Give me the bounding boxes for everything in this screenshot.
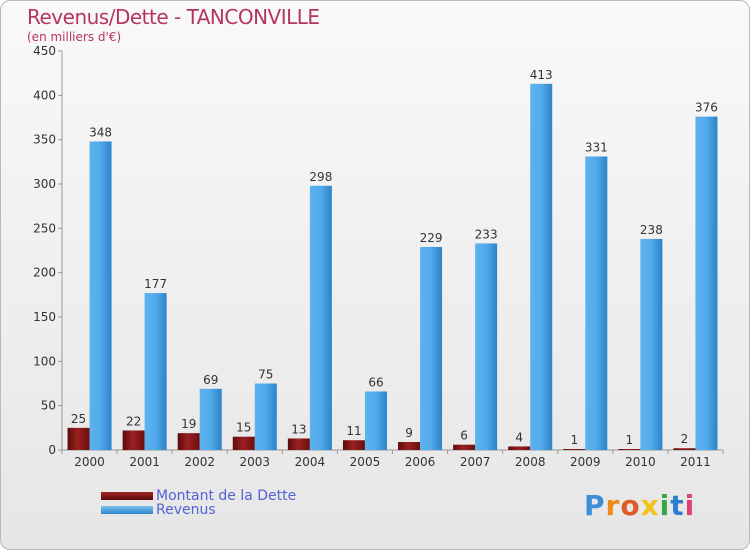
data-label-dette: 4 [515, 430, 523, 444]
y-tick-label: 0 [48, 443, 56, 457]
x-tick-label: 2007 [460, 455, 491, 469]
logo-letter: i [659, 489, 671, 522]
data-label-dette: 2 [681, 432, 689, 446]
proxiti-logo: Proxiti [584, 489, 695, 522]
data-label-dette: 9 [405, 426, 413, 440]
data-label-revenus: 331 [585, 141, 608, 155]
x-tick-label: 2009 [570, 455, 601, 469]
x-tick-label: 2006 [405, 455, 436, 469]
data-label-revenus: 238 [640, 223, 663, 237]
logo-letter: x [640, 489, 660, 522]
logo-letter: o [620, 489, 641, 522]
x-tick-label: 2008 [515, 455, 546, 469]
y-tick-label: 200 [33, 266, 56, 280]
data-label-dette: 25 [71, 412, 86, 426]
bar-dette [453, 444, 476, 450]
data-label-revenus: 233 [475, 227, 498, 241]
bar-dette [122, 430, 145, 450]
data-label-revenus: 75 [258, 368, 273, 382]
bar-dette [232, 436, 255, 450]
x-tick-label: 2002 [184, 455, 215, 469]
data-label-revenus: 69 [203, 373, 218, 387]
y-tick-label: 400 [33, 88, 56, 102]
data-label-revenus: 298 [309, 170, 332, 184]
logo-letter: t [670, 489, 685, 522]
x-tick-label: 2000 [74, 455, 105, 469]
x-tick-label: 2001 [129, 455, 160, 469]
x-tick-label: 2010 [625, 455, 656, 469]
bar-revenus [144, 293, 167, 450]
x-tick-label: 2004 [295, 455, 326, 469]
chart-title: Revenus/Dette - TANCONVILLE [27, 5, 320, 29]
data-label-revenus: 348 [89, 125, 112, 139]
legend-label-revenus: Revenus [156, 502, 216, 518]
bar-dette [508, 446, 531, 450]
bar-dette [563, 449, 586, 450]
bar-revenus [309, 185, 332, 451]
bar-revenus [585, 156, 608, 450]
bar-revenus [640, 238, 663, 450]
data-label-dette: 11 [346, 424, 361, 438]
bar-revenus [254, 383, 277, 450]
data-label-revenus: 177 [144, 277, 167, 291]
data-label-dette: 1 [570, 433, 578, 447]
logo-letter: i [684, 489, 696, 522]
chart-subtitle: (en milliers d'€) [27, 30, 122, 44]
bar-dette [618, 449, 641, 450]
y-tick-label: 250 [33, 221, 56, 235]
data-label-dette: 19 [181, 417, 196, 431]
data-label-revenus: 229 [420, 231, 443, 245]
logo-letter: P [584, 489, 606, 522]
bar-dette [673, 448, 696, 450]
bar-dette [398, 442, 421, 450]
y-tick-label: 300 [33, 177, 56, 191]
logo-letter: r [605, 489, 621, 522]
bar-dette [67, 427, 90, 450]
bar-revenus [364, 391, 387, 450]
x-tick-label: 2003 [240, 455, 271, 469]
bar-revenus [530, 83, 553, 450]
bar-revenus [695, 116, 718, 450]
data-label-revenus: 376 [695, 101, 718, 115]
data-label-dette: 6 [460, 429, 468, 443]
bar-dette [342, 440, 365, 450]
x-tick-label: 2011 [680, 455, 711, 469]
legend-swatch-dette [101, 492, 153, 500]
bar-dette [177, 433, 200, 450]
data-label-dette: 13 [291, 422, 306, 436]
y-tick-label: 150 [33, 310, 56, 324]
data-label-dette: 15 [236, 421, 251, 435]
data-label-dette: 22 [126, 414, 141, 428]
bar-revenus [89, 141, 112, 450]
y-tick-label: 100 [33, 354, 56, 368]
y-tick-label: 450 [33, 44, 56, 58]
y-tick-label: 350 [33, 133, 56, 147]
data-label-dette: 1 [626, 433, 634, 447]
legend-swatch-revenus [101, 506, 153, 514]
data-label-revenus: 413 [530, 68, 553, 82]
data-label-revenus: 66 [368, 375, 383, 389]
bar-revenus [199, 388, 222, 450]
bar-revenus [475, 243, 498, 450]
legend-label-dette: Montant de la Dette [156, 488, 297, 504]
bar-revenus [420, 246, 443, 450]
x-tick-label: 2005 [350, 455, 381, 469]
y-tick-label: 50 [41, 399, 56, 413]
bar-dette [287, 438, 310, 450]
